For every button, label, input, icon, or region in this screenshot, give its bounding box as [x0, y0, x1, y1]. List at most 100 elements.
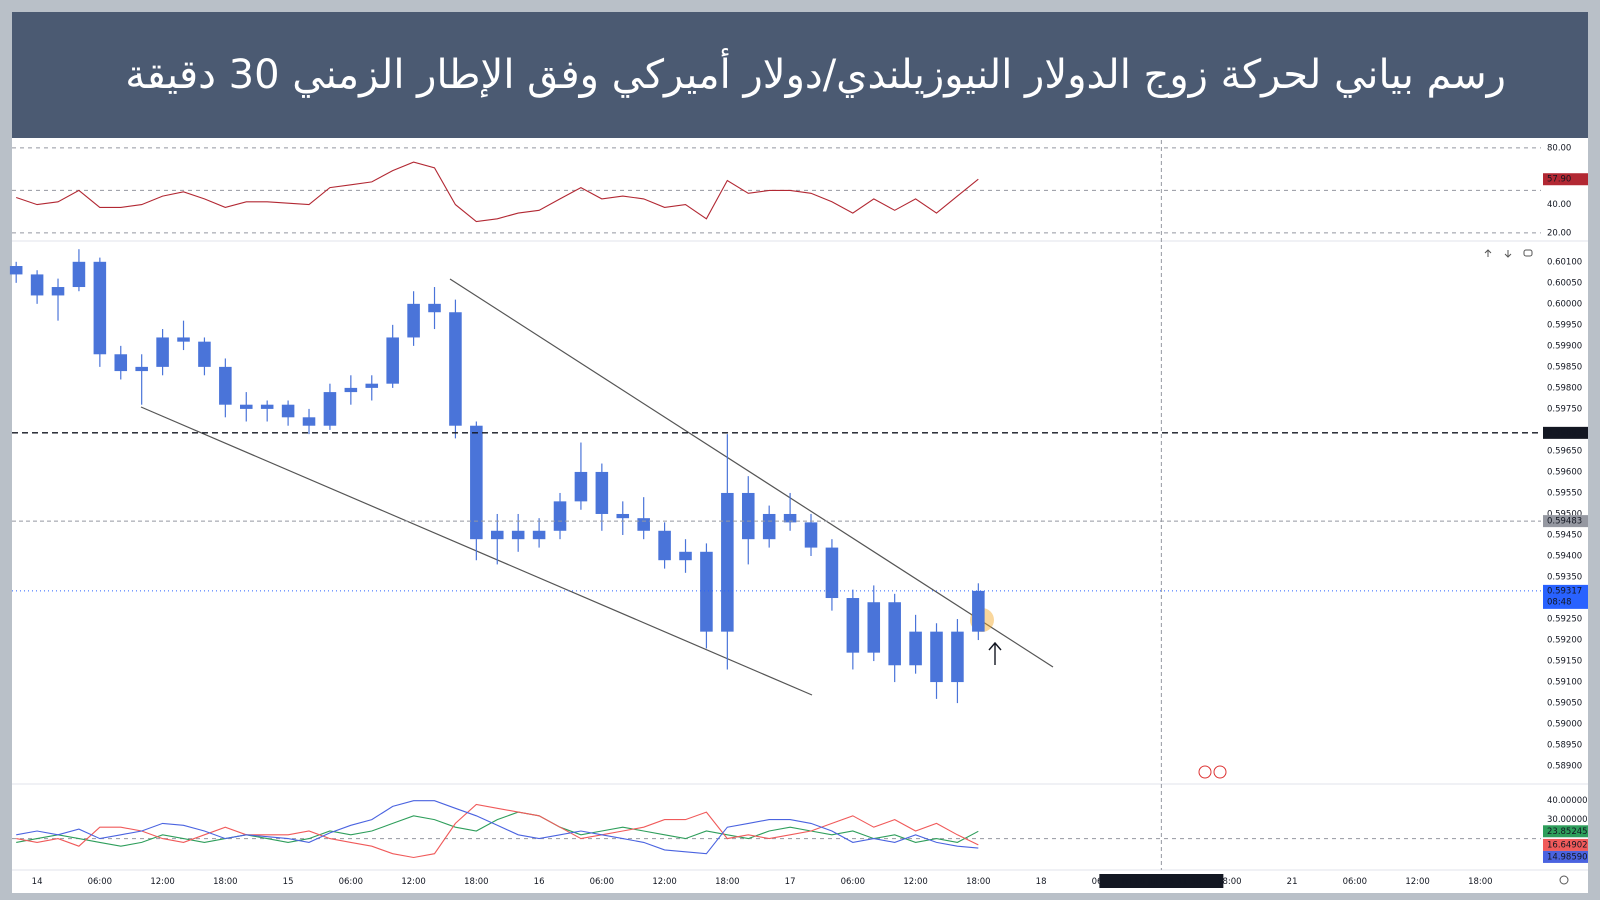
x-tick-label: 18:00 — [1468, 877, 1493, 887]
candle-body — [365, 383, 379, 388]
candle-body — [490, 530, 504, 540]
candle-body — [30, 274, 44, 296]
y-tick-label: 0.59150 — [1547, 657, 1582, 667]
candle-body — [741, 492, 755, 540]
crosshair-label: Fri 18 Jul '25 11:30 — [1122, 877, 1202, 887]
candle-body — [616, 513, 630, 519]
y-tick-label: 30.00000 — [1547, 815, 1588, 825]
y-tick-label: 40.00 — [1547, 200, 1571, 210]
x-tick-label: 17 — [785, 877, 796, 887]
candle-body — [177, 337, 190, 342]
candle-body — [470, 425, 483, 540]
candle-body — [804, 522, 818, 548]
y-tick-label: 0.58950 — [1547, 741, 1582, 751]
candle-body — [428, 303, 441, 313]
indicator-line — [16, 811, 979, 847]
x-tick-label: 18:00 — [464, 877, 489, 887]
candle-body — [595, 471, 609, 514]
x-tick-label: 06:00 — [1343, 877, 1368, 887]
breakout-arrow — [988, 641, 1002, 665]
candle-body — [867, 602, 881, 653]
candle-body — [51, 287, 65, 296]
chart-title: رسم بياني لحركة زوج الدولار النيوزيلندي/… — [12, 12, 1588, 138]
settings-icon[interactable] — [1559, 875, 1569, 885]
candle-body — [219, 366, 232, 405]
price-label: 0.59693 — [1547, 428, 1582, 438]
price-label-bg — [1543, 584, 1588, 609]
x-tick-label: 06:00 — [339, 877, 364, 887]
candle-body — [762, 513, 776, 540]
price-label: 0.59317 — [1547, 586, 1582, 596]
scroll-up-icon[interactable] — [1484, 249, 1492, 257]
candle-body — [72, 261, 86, 288]
indicator-line — [16, 161, 979, 223]
y-tick-label: 80.00 — [1547, 143, 1571, 153]
y-tick-label: 0.60100 — [1547, 257, 1582, 267]
trend-line-upper — [449, 278, 1054, 668]
candle-body — [407, 303, 420, 338]
candle-body — [972, 590, 985, 632]
event-flag[interactable] — [1213, 765, 1227, 779]
candle-body — [344, 387, 358, 393]
indicator-line — [16, 800, 979, 855]
event-flag[interactable] — [1198, 765, 1212, 779]
x-tick-label: 21 — [1287, 877, 1298, 887]
candle-body — [302, 417, 316, 426]
value-label: 23.85245 — [1547, 827, 1588, 837]
x-tick-label: 18:00 — [213, 877, 238, 887]
candle-body — [574, 471, 588, 502]
x-tick-label: 12:00 — [1405, 877, 1430, 887]
price-label-bg — [1543, 515, 1588, 528]
x-tick-label: 16 — [534, 877, 545, 887]
scroll-down-icon[interactable] — [1504, 250, 1512, 258]
candle-body — [783, 513, 797, 523]
candle-body — [9, 266, 23, 275]
value-label: 14.98590 — [1547, 852, 1588, 862]
x-tick-label: 18:00 — [1217, 877, 1242, 887]
y-tick-label: 0.58900 — [1547, 762, 1582, 772]
x-tick-label: 18 — [1036, 877, 1047, 887]
indicator-line — [16, 803, 979, 859]
candle-body — [951, 631, 964, 683]
candle-body — [930, 631, 943, 683]
x-tick-label: 18:00 — [715, 877, 740, 887]
y-tick-label: 0.59800 — [1547, 383, 1582, 393]
y-tick-label: 0.59250 — [1547, 615, 1582, 625]
candle-body — [888, 602, 901, 666]
x-tick-label: 12:00 — [150, 877, 175, 887]
candle-body — [449, 312, 462, 426]
toolbar-icons[interactable] — [1484, 249, 1533, 258]
y-tick-label: 0.59350 — [1547, 573, 1582, 583]
x-tick-label: 15 — [283, 877, 294, 887]
candle-body — [637, 518, 650, 531]
y-tick-label: 0.59550 — [1547, 488, 1582, 498]
y-tick-label: 0.59600 — [1547, 467, 1582, 477]
candle-body — [721, 492, 734, 632]
candle-body — [700, 551, 713, 632]
candle-body — [553, 501, 567, 531]
value-label-bg — [1543, 825, 1588, 838]
candle-body — [511, 530, 525, 540]
y-tick-label: 0.59200 — [1547, 636, 1582, 646]
y-tick-label: 0.59000 — [1547, 720, 1582, 730]
candle-body — [846, 598, 860, 653]
candle-body — [386, 337, 399, 384]
value-label: 57.90 — [1547, 175, 1571, 185]
y-tick-label: 0.59650 — [1547, 446, 1582, 456]
y-tick-label: 0.59500 — [1547, 509, 1582, 519]
y-tick-label: 20.00 — [1547, 228, 1571, 238]
y-tick-label: 0.59750 — [1547, 404, 1582, 414]
x-tick-label: 06:00 — [88, 877, 113, 887]
value-label-bg — [1543, 838, 1588, 851]
candle-body — [93, 261, 107, 355]
candle-body — [198, 341, 211, 367]
price-label: 0.59483 — [1547, 517, 1582, 527]
chart-area — [12, 138, 1588, 893]
value-label: 16.64902 — [1547, 840, 1588, 850]
candle-body — [679, 551, 692, 561]
x-tick-label: 06:00 — [590, 877, 615, 887]
y-tick-label: 0.60050 — [1547, 278, 1582, 288]
event-flags[interactable] — [1198, 765, 1227, 779]
reset-icon[interactable] — [1523, 249, 1533, 257]
